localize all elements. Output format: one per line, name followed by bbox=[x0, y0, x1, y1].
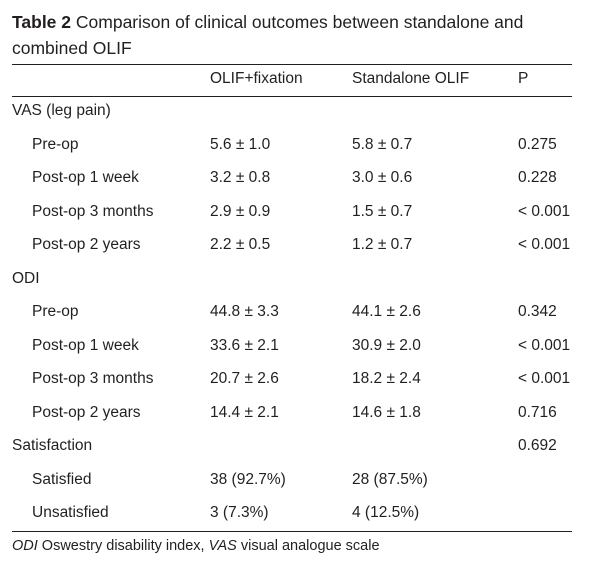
row-label: Pre-op bbox=[32, 136, 79, 153]
cell-standalone-olif: 44.1 ± 2.6 bbox=[352, 303, 421, 320]
column-header-standalone-olif: Standalone OLIF bbox=[352, 70, 470, 87]
column-header-olif-fixation: OLIF+fixation bbox=[210, 70, 303, 87]
row-label: Post-op 3 months bbox=[32, 370, 154, 387]
cell-standalone-olif: 1.5 ± 0.7 bbox=[352, 203, 413, 220]
section-label: ODI bbox=[12, 270, 40, 287]
table-top-rule bbox=[12, 64, 572, 65]
cell-olif-fixation: 3 (7.3%) bbox=[210, 504, 269, 521]
row-label: Post-op 3 months bbox=[32, 203, 154, 220]
table-footnote: ODI Oswestry disability index, VAS visua… bbox=[12, 536, 380, 556]
cell-p-value: < 0.001 bbox=[518, 236, 571, 253]
table-label: Table 2 bbox=[12, 12, 72, 32]
cell-standalone-olif: 14.6 ± 1.8 bbox=[352, 404, 421, 421]
cell-olif-fixation: 14.4 ± 2.1 bbox=[210, 404, 279, 421]
cell-p-value: 0.716 bbox=[518, 404, 557, 421]
footnote-def-vas: visual analogue scale bbox=[236, 538, 380, 554]
cell-standalone-olif: 1.2 ± 0.7 bbox=[352, 236, 413, 253]
cell-standalone-olif: 18.2 ± 2.4 bbox=[352, 370, 421, 387]
cell-olif-fixation: 38 (92.7%) bbox=[210, 471, 286, 488]
section-label: Satisfaction bbox=[12, 437, 93, 454]
cell-olif-fixation: 2.9 ± 0.9 bbox=[210, 203, 271, 220]
row-label: Post-op 2 years bbox=[32, 404, 141, 421]
cell-olif-fixation: 3.2 ± 0.8 bbox=[210, 169, 271, 186]
table-bottom-rule bbox=[12, 531, 572, 532]
cell-p-value: < 0.001 bbox=[518, 337, 571, 354]
cell-p-value: < 0.001 bbox=[518, 203, 571, 220]
cell-standalone-olif: 28 (87.5%) bbox=[352, 471, 428, 488]
cell-standalone-olif: 3.0 ± 0.6 bbox=[352, 169, 413, 186]
cell-olif-fixation: 5.6 ± 1.0 bbox=[210, 136, 271, 153]
footnote-abbr-vas: VAS bbox=[208, 538, 237, 554]
table-header-rule bbox=[12, 96, 572, 97]
cell-standalone-olif: 30.9 ± 2.0 bbox=[352, 337, 421, 354]
row-label: Post-op 2 years bbox=[32, 236, 141, 253]
row-label: Unsatisfied bbox=[32, 504, 109, 521]
cell-p-value: 0.342 bbox=[518, 303, 557, 320]
cell-olif-fixation: 33.6 ± 2.1 bbox=[210, 337, 279, 354]
cell-standalone-olif: 4 (12.5%) bbox=[352, 504, 420, 521]
table-title: Comparison of clinical outcomes between … bbox=[12, 12, 524, 58]
column-header-p: P bbox=[518, 70, 529, 87]
cell-p-value: 0.275 bbox=[518, 136, 557, 153]
table-caption: Table 2 Comparison of clinical outcomes … bbox=[12, 9, 602, 61]
cell-olif-fixation: 2.2 ± 0.5 bbox=[210, 236, 271, 253]
section-label: VAS (leg pain) bbox=[12, 102, 111, 119]
cell-p-value: 0.692 bbox=[518, 437, 557, 454]
cell-standalone-olif: 5.8 ± 0.7 bbox=[352, 136, 413, 153]
row-label: Pre-op bbox=[32, 303, 79, 320]
cell-p-value: < 0.001 bbox=[518, 370, 571, 387]
row-label: Satisfied bbox=[32, 471, 92, 488]
row-label: Post-op 1 week bbox=[32, 169, 139, 186]
footnote-abbr-odi: ODI bbox=[12, 538, 38, 554]
cell-p-value: 0.228 bbox=[518, 169, 557, 186]
cell-olif-fixation: 44.8 ± 3.3 bbox=[210, 303, 279, 320]
row-label: Post-op 1 week bbox=[32, 337, 139, 354]
cell-olif-fixation: 20.7 ± 2.6 bbox=[210, 370, 279, 387]
footnote-def-odi: Oswestry disability index, bbox=[37, 538, 209, 554]
